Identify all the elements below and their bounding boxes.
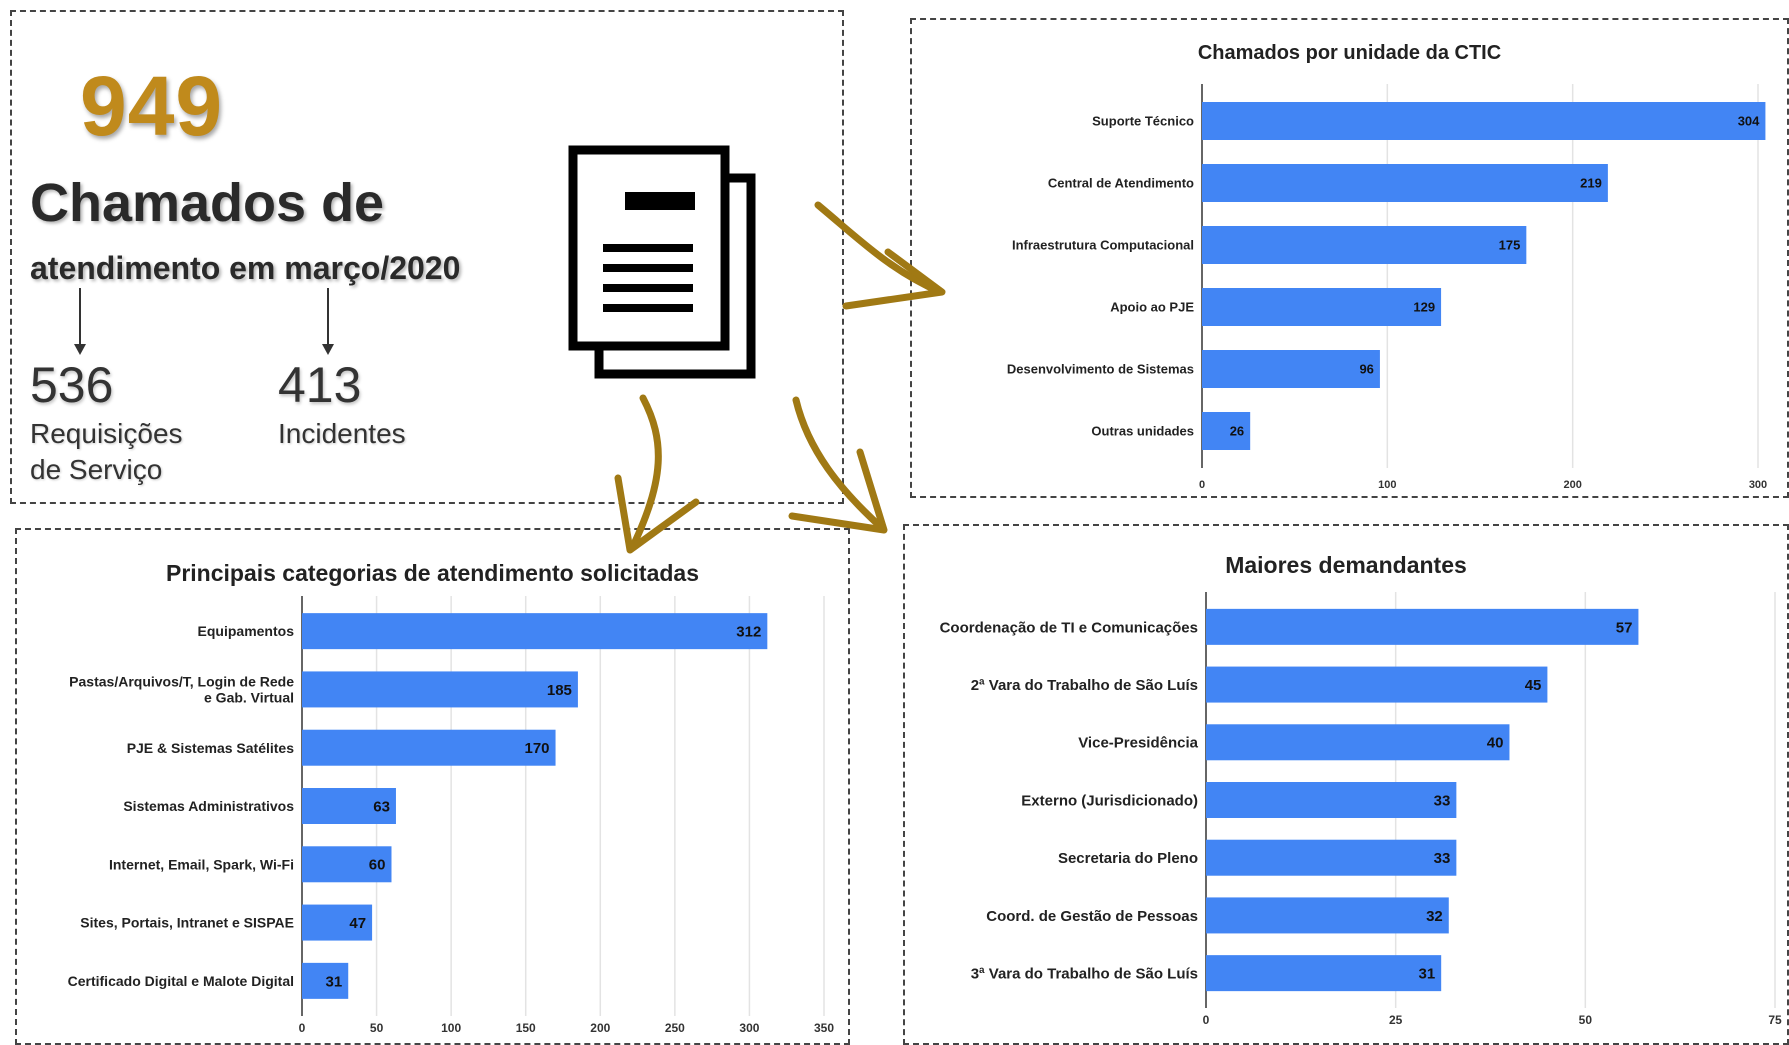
chart-title: Principais categorias de atendimento sol…: [165, 560, 699, 586]
category-label: Sistemas Administrativos: [123, 798, 294, 814]
incidents-label: Incidentes: [278, 418, 406, 449]
category-label: Externo (Jurisdicionado): [1021, 792, 1198, 809]
bar: [302, 962, 349, 999]
bar-value-label: 31: [326, 973, 343, 990]
bar: [1202, 226, 1527, 264]
chart-title: Maiores demandantes: [1225, 552, 1467, 578]
category-label: Suporte Técnico: [1092, 114, 1194, 129]
bar: [302, 729, 556, 766]
chart-categorias-plot: 0 50 100 150 200 250 300 350 312 Equipamentos 185 P…: [68, 596, 834, 1035]
bar-value-label: 170: [525, 740, 550, 757]
x-tick-label: 200: [590, 1021, 610, 1035]
chart-categorias-panel: Principais categorias de atendimento sol…: [15, 528, 850, 1045]
x-tick-label: 200: [1563, 479, 1581, 491]
bar-value-label: 33: [1434, 850, 1451, 867]
bar-value-label: 312: [736, 624, 761, 641]
x-tick-label: 300: [739, 1021, 759, 1035]
bar-value-label: 26: [1230, 424, 1244, 439]
bar: [302, 846, 392, 883]
bar: [1206, 608, 1639, 645]
bar: [1206, 897, 1449, 934]
bar: [1202, 102, 1766, 140]
category-label: e Gab. Virtual: [204, 689, 294, 705]
bar: [1206, 666, 1548, 703]
x-tick-label: 350: [814, 1021, 834, 1035]
bar: [302, 788, 396, 824]
category-label: Sites, Portais, Intranet e SISPAE: [80, 915, 294, 931]
x-tick-label: 50: [370, 1021, 384, 1035]
bar-value-label: 31: [1418, 966, 1435, 983]
bar: [1206, 839, 1457, 876]
summary-headline: Chamados de: [30, 173, 385, 233]
bar: [302, 613, 768, 650]
category-label: Desenvolvimento de Sistemas: [1007, 362, 1194, 377]
bar-value-label: 175: [1499, 238, 1521, 253]
bar-value-label: 219: [1580, 176, 1602, 191]
x-tick-label: 250: [665, 1021, 685, 1035]
x-tick-label: 0: [1199, 479, 1205, 491]
bar: [1206, 782, 1457, 818]
category-label: Outras unidades: [1091, 424, 1194, 439]
bar-value-label: 57: [1616, 619, 1633, 636]
x-tick-label: 0: [299, 1021, 306, 1035]
bar-value-label: 304: [1738, 114, 1760, 129]
category-label: 3ª Vara do Trabalho de São Luís: [971, 966, 1198, 983]
chart-demandantes-panel: Maiores demandantes 0 25 50 75 57 Coordenação…: [903, 524, 1789, 1045]
x-tick-label: 0: [1203, 1013, 1210, 1027]
x-tick-label: 300: [1749, 479, 1767, 491]
summary-panel: 949 Chamados de atendimento em março/202…: [10, 10, 844, 504]
category-label: Apoio ao PJE: [1110, 300, 1194, 315]
category-label: Vice-Presidência: [1078, 735, 1198, 752]
chart-unidade-plot: 0 100 200 300 304 Suporte Técnico 219 Central d…: [1007, 84, 1767, 491]
bar-value-label: 33: [1434, 792, 1451, 809]
x-tick-label: 100: [1378, 479, 1396, 491]
bar-value-label: 63: [373, 798, 390, 815]
bar: [1202, 350, 1380, 388]
summary-subheadline: atendimento em março/2020: [30, 250, 461, 286]
document-copy-icon: [568, 145, 756, 379]
x-tick-label: 25: [1389, 1013, 1403, 1027]
category-label: 2ª Vara do Trabalho de São Luís: [971, 677, 1198, 694]
requests-label: Requisições de Serviço: [30, 418, 183, 485]
bar-value-label: 129: [1413, 300, 1435, 315]
category-label: Pastas/Arquivos/T, Login de Rede: [69, 673, 294, 689]
down-arrow-icon: [322, 288, 334, 355]
chart-unidade-panel: Chamados por unidade da CTIC 0 100 200 300 3…: [910, 18, 1789, 498]
chart-demandantes-plot: 0 25 50 75 57 Coordenação de TI e Comunicaçõe…: [940, 592, 1782, 1027]
category-label: Internet, Email, Spark, Wi-Fi: [109, 856, 294, 872]
bar: [302, 671, 578, 708]
bar-value-label: 40: [1487, 735, 1504, 752]
chart-title: Chamados por unidade da CTIC: [1197, 42, 1502, 64]
category-label: Coordenação de TI e Comunicações: [940, 619, 1198, 636]
x-tick-label: 150: [516, 1021, 536, 1035]
total-tickets-value: 949: [80, 59, 224, 153]
category-label: Certificado Digital e Malote Digital: [68, 973, 294, 989]
bar-value-label: 32: [1426, 908, 1443, 925]
bar: [1202, 164, 1608, 202]
category-label: Secretaria do Pleno: [1058, 850, 1198, 867]
requests-value: 536: [30, 357, 114, 413]
bar-value-label: 47: [349, 915, 366, 932]
bar: [1202, 412, 1251, 450]
bar: [1206, 724, 1510, 761]
category-label: Infraestrutura Computacional: [1012, 238, 1194, 253]
bar: [1202, 288, 1442, 326]
x-tick-label: 50: [1579, 1013, 1593, 1027]
x-tick-label: 75: [1768, 1013, 1782, 1027]
x-tick-label: 100: [441, 1021, 461, 1035]
bar-value-label: 96: [1359, 362, 1373, 377]
category-label: Central de Atendimento: [1048, 176, 1194, 191]
bar: [1206, 955, 1442, 992]
category-label: Equipamentos: [198, 623, 295, 639]
bar-value-label: 185: [547, 682, 572, 699]
down-arrow-icon: [74, 288, 86, 355]
bar-value-label: 60: [369, 857, 386, 874]
incidents-value: 413: [278, 357, 362, 413]
category-label: PJE & Sistemas Satélites: [127, 740, 295, 756]
category-label: Coord. de Gestão de Pessoas: [986, 908, 1198, 925]
bar: [302, 904, 373, 941]
bar-value-label: 45: [1525, 677, 1542, 694]
